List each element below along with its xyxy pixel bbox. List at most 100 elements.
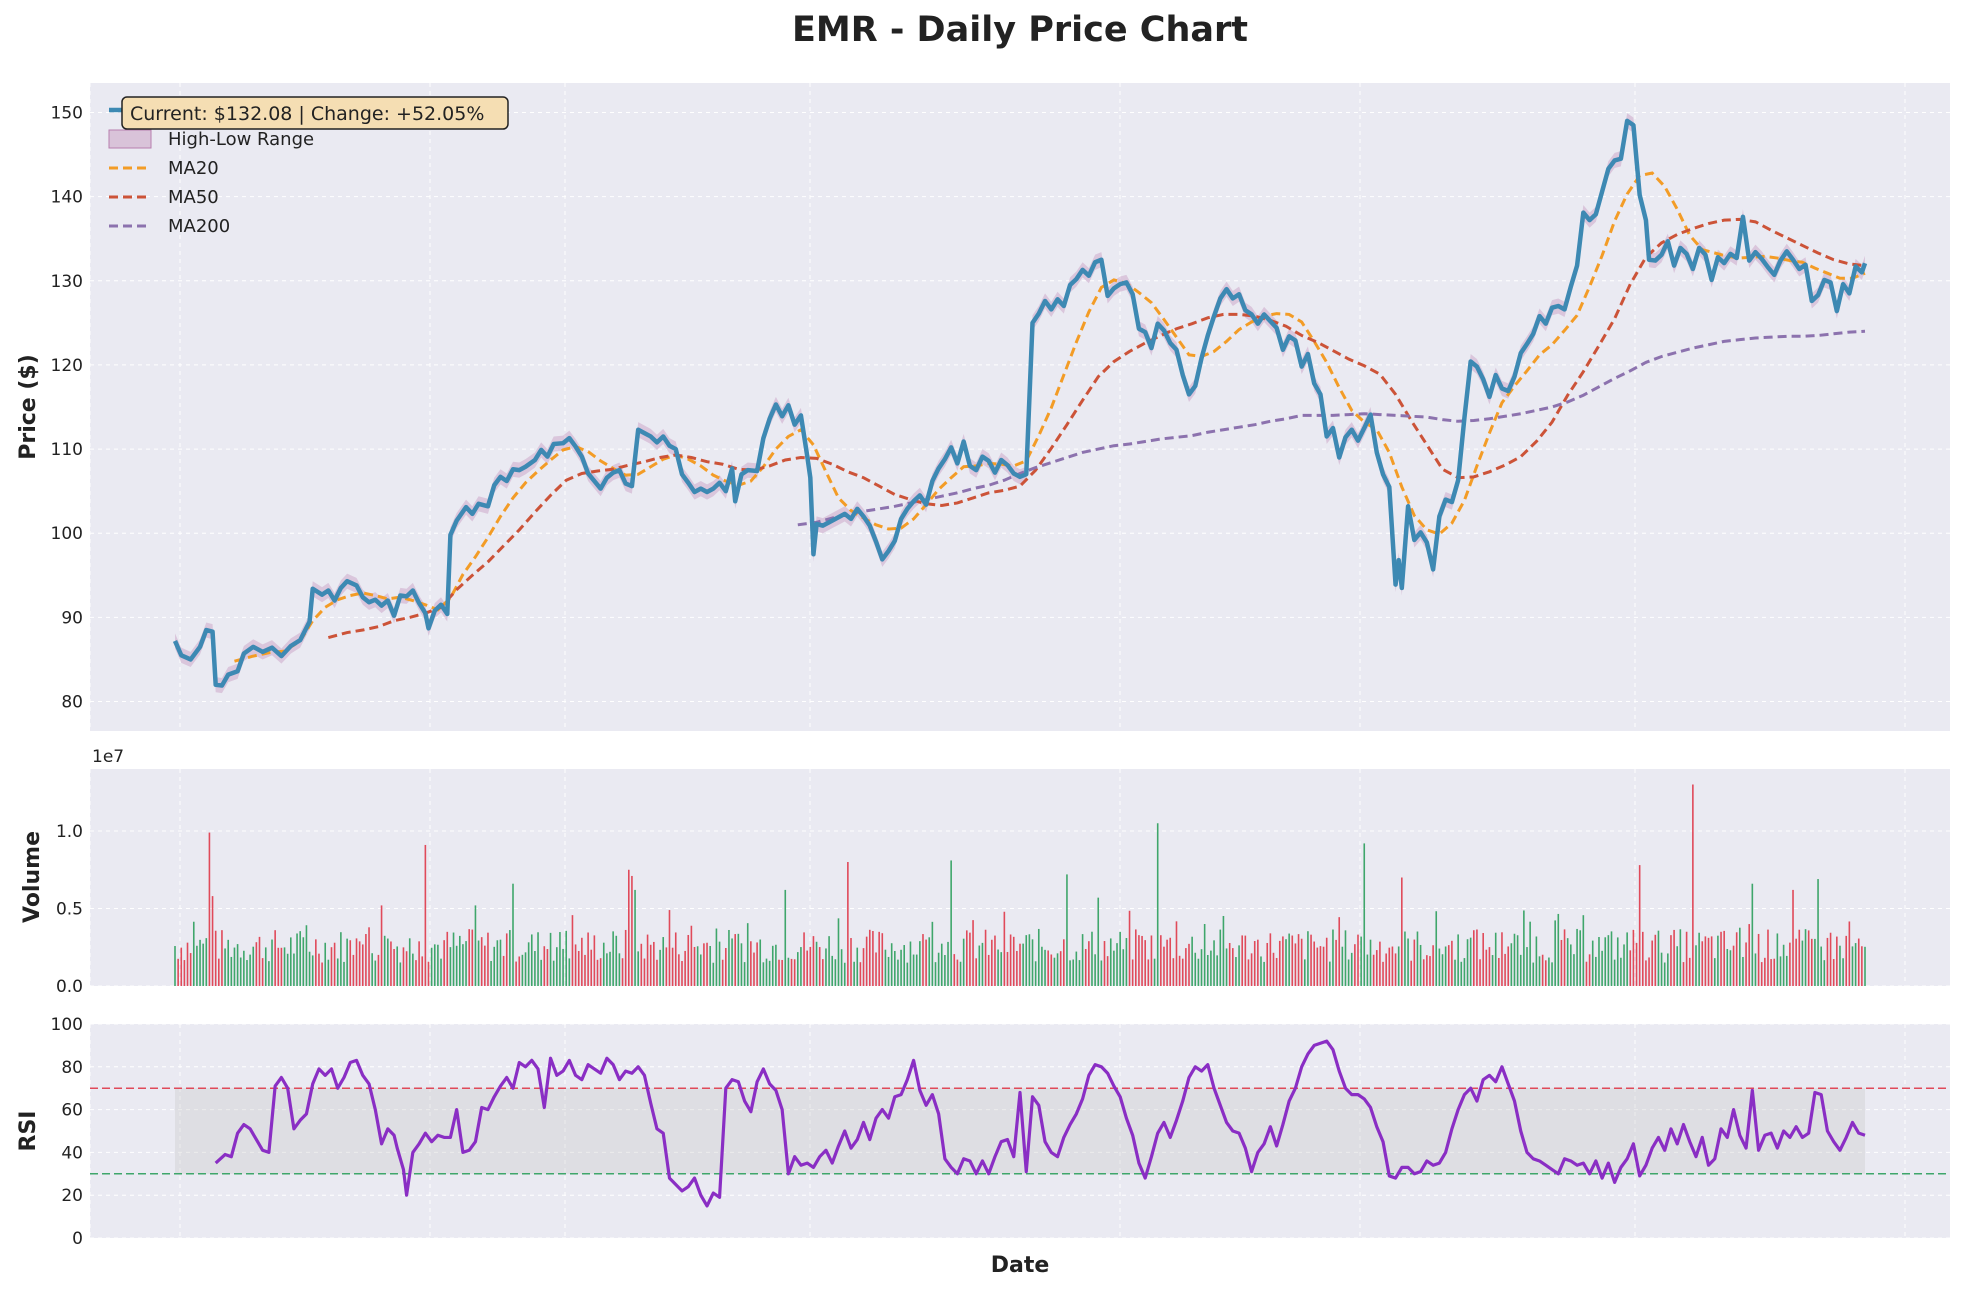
volume-bar [994, 935, 996, 986]
volume-bar [1466, 939, 1469, 986]
volume-bar [477, 940, 480, 986]
volume-bar [1341, 946, 1344, 986]
volume-bar [1798, 929, 1801, 986]
volume-bar [1188, 943, 1190, 986]
info-box: Current: $132.08 | Change: +52.05% [121, 96, 509, 130]
price-axis-label: Price ($) [16, 354, 41, 460]
volume-bar [718, 941, 721, 986]
volume-bar [1247, 959, 1250, 986]
volume-bar [687, 934, 690, 986]
volume-bar [1732, 945, 1735, 986]
volume-bar [1134, 929, 1137, 986]
volume-bar [1713, 958, 1716, 986]
volume-bar [709, 945, 711, 986]
volume-bar [1532, 962, 1535, 986]
volume-bar [653, 941, 655, 986]
volume-bar [881, 933, 884, 986]
volume-bar [1657, 930, 1660, 986]
volume-bar [577, 950, 580, 986]
volume-bar [1322, 946, 1325, 986]
volume-bar [1128, 910, 1131, 986]
volume-bar [1419, 944, 1422, 986]
legend-item: MA20 [109, 158, 219, 179]
volume-bar [1767, 929, 1769, 986]
volume-bar [1438, 948, 1441, 986]
volume-bar [174, 946, 176, 986]
volume-bar [790, 958, 793, 986]
volume-bar [587, 932, 589, 986]
volume-bar [1854, 943, 1857, 986]
volume-bar [1491, 955, 1494, 986]
volume-bar [656, 959, 658, 986]
volume-bar [1748, 924, 1751, 986]
volume-bar [361, 944, 364, 986]
volume-bar [224, 948, 226, 986]
volume-bar [452, 932, 455, 986]
volume-bar [1469, 937, 1472, 986]
volume-bar [1538, 956, 1541, 986]
volume-bar [987, 954, 990, 986]
volume-bar [1025, 935, 1028, 986]
volume-bar [1175, 921, 1178, 986]
volume-bar [1494, 932, 1497, 986]
volume-bar [1820, 946, 1822, 986]
rsi-line [214, 1039, 1866, 1208]
volume-bar [1191, 936, 1193, 986]
volume-bar [562, 948, 564, 986]
volume-bar [834, 959, 837, 986]
volume-bar [1845, 935, 1848, 986]
y-tick-label: 80 [61, 693, 83, 713]
price-grid [89, 83, 1950, 731]
volume-bar [1153, 958, 1156, 986]
volume-bar [728, 929, 730, 986]
volume-bar [1641, 931, 1644, 986]
volume-bar [953, 954, 956, 986]
volume-bar [1000, 952, 1003, 986]
volume-bar [1081, 934, 1084, 986]
volume-bar [1673, 929, 1675, 986]
y-tick-label: 140 [51, 188, 83, 208]
volume-bar [424, 844, 427, 986]
volume-bar [1131, 959, 1134, 986]
volume-bar [1460, 961, 1463, 986]
volume-bar [609, 951, 611, 986]
volume-bar [962, 938, 965, 986]
volume-bar [1704, 936, 1707, 986]
volume-bar [1576, 928, 1578, 986]
info-box-text: Current: $132.08 | Change: +52.05% [130, 103, 484, 125]
volume-bar [678, 954, 680, 986]
volume-bar [512, 883, 514, 986]
volume-bar [418, 941, 420, 986]
volume-bar [1773, 958, 1776, 986]
volume-bar [1206, 954, 1209, 986]
volume-bar [969, 932, 971, 986]
volume-bar [1269, 933, 1272, 986]
volume-bar [1645, 960, 1647, 986]
volume-bar [571, 915, 574, 986]
volume-bar [1219, 929, 1222, 986]
y-tick-label: 20 [61, 1186, 83, 1206]
volume-bar [1760, 962, 1763, 986]
volume-bar [1566, 938, 1569, 986]
volume-bar [505, 933, 508, 986]
volume-bar [383, 935, 386, 986]
volume-bar [1307, 931, 1309, 986]
volume-bar [618, 953, 621, 986]
volume-bar [1482, 932, 1484, 986]
volume-bar [1544, 960, 1547, 986]
volume-bar [202, 943, 204, 986]
volume-bar [1616, 937, 1619, 986]
volume-bar [884, 949, 887, 986]
volume-bar [574, 944, 577, 986]
volume-bar [1238, 945, 1240, 986]
volume-bar [1088, 941, 1090, 986]
volume-bar [493, 946, 496, 986]
volume-bar [336, 958, 339, 986]
volume-bar [1278, 940, 1281, 986]
volume-bar [1548, 957, 1550, 986]
volume-bar [1573, 954, 1575, 986]
volume-bar [277, 947, 280, 986]
volume-bar [1432, 945, 1434, 986]
rsi-panel: 0 20 40 60 80 100 RSI [16, 1015, 1950, 1249]
volume-bar [875, 952, 877, 986]
